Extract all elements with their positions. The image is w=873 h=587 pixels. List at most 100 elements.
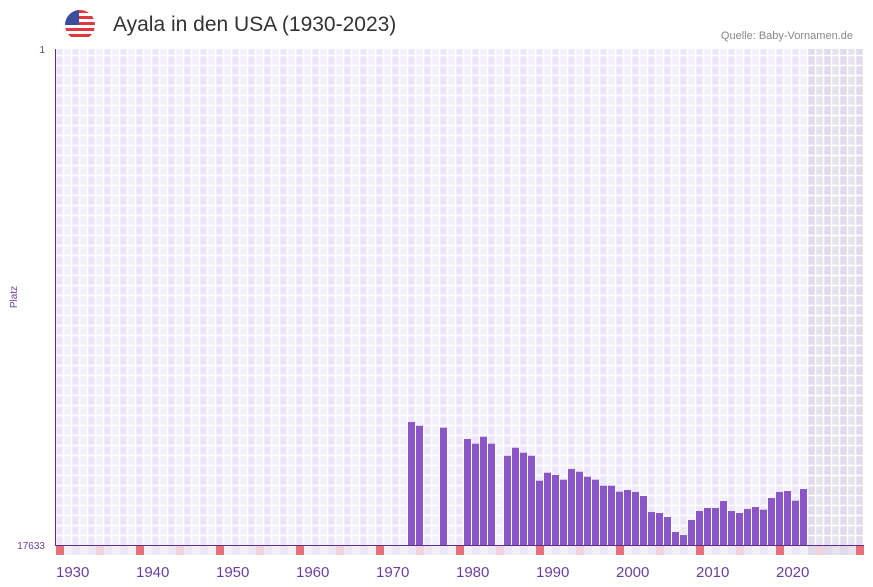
bar-1975	[416, 425, 423, 545]
grid-column	[480, 49, 488, 545]
bar-1992	[552, 475, 559, 545]
year-marker	[424, 545, 432, 555]
year-marker	[384, 545, 392, 555]
bar-2010	[696, 511, 703, 545]
grid-column	[448, 49, 456, 545]
grid-column	[248, 49, 256, 545]
grid-column	[800, 49, 808, 545]
year-marker	[240, 545, 248, 555]
year-marker	[464, 545, 472, 555]
year-marker	[104, 545, 112, 555]
year-marker	[512, 545, 520, 555]
bar-1996	[584, 476, 591, 545]
grid-column	[824, 49, 832, 545]
bar-2006	[664, 517, 671, 545]
year-marker	[256, 545, 264, 555]
bar-2000	[616, 491, 623, 545]
year-marker	[856, 545, 864, 555]
grid-column	[456, 49, 464, 545]
grid-column	[336, 49, 344, 545]
year-marker	[80, 545, 88, 555]
year-marker	[840, 545, 848, 555]
bar-1995	[576, 471, 583, 545]
year-marker	[416, 545, 424, 555]
bar-2017	[752, 507, 759, 545]
x-tick-label: 1980	[456, 564, 489, 581]
year-marker	[320, 545, 328, 555]
bar-1997	[592, 479, 599, 545]
year-marker	[576, 545, 584, 555]
year-marker	[568, 545, 576, 555]
year-marker	[248, 545, 256, 555]
year-marker	[328, 545, 336, 555]
grid-column	[200, 49, 208, 545]
year-marker	[272, 545, 280, 555]
grid-column	[712, 49, 720, 545]
bar-1991	[544, 472, 551, 545]
year-marker	[664, 545, 672, 555]
year-marker	[224, 545, 232, 555]
grid-column	[424, 49, 432, 545]
year-marker	[440, 545, 448, 555]
grid-column	[320, 49, 328, 545]
bar-2023	[800, 489, 807, 545]
year-marker	[368, 545, 376, 555]
grid-column	[416, 49, 424, 545]
year-marker	[296, 545, 304, 555]
grid-column	[808, 49, 816, 545]
bar-2018	[760, 509, 767, 545]
grid-column	[296, 49, 304, 545]
grid-column	[408, 49, 416, 545]
year-marker	[88, 545, 96, 555]
year-marker	[160, 545, 168, 555]
year-marker	[560, 545, 568, 555]
grid-column	[704, 49, 712, 545]
year-marker	[672, 545, 680, 555]
grid-column	[112, 49, 120, 545]
bar-1988	[520, 452, 527, 545]
year-marker	[128, 545, 136, 555]
grid-column	[128, 49, 136, 545]
grid-column	[648, 49, 656, 545]
bar-1984	[488, 443, 495, 545]
year-marker	[816, 545, 824, 555]
x-tick-label: 2000	[616, 564, 649, 581]
grid-column	[640, 49, 648, 545]
grid-column	[136, 49, 144, 545]
bars	[408, 422, 807, 545]
year-marker	[480, 545, 488, 555]
x-tick-label: 1950	[216, 564, 249, 581]
grid-column	[400, 49, 408, 545]
grid-column	[848, 49, 856, 545]
grid-column	[856, 49, 864, 545]
year-marker	[72, 545, 80, 555]
year-marker	[752, 545, 760, 555]
year-marker	[600, 545, 608, 555]
grid-column	[584, 49, 592, 545]
year-marker	[400, 545, 408, 555]
grid-column	[432, 49, 440, 545]
year-marker	[504, 545, 512, 555]
source-label: Quelle: Baby-Vornamen.de	[720, 30, 853, 42]
year-marker	[848, 545, 856, 555]
grid-column	[304, 49, 312, 545]
year-marker	[200, 545, 208, 555]
year-marker	[208, 545, 216, 555]
grid-column	[272, 49, 280, 545]
grid-column	[784, 49, 792, 545]
bar-2013	[720, 501, 727, 545]
grid-column	[168, 49, 176, 545]
grid-column	[504, 49, 512, 545]
grid-column	[160, 49, 168, 545]
x-tick-label: 2010	[696, 564, 729, 581]
grid-column	[736, 49, 744, 545]
grid-column	[768, 49, 776, 545]
year-marker	[152, 545, 160, 555]
bar-2008	[680, 535, 687, 545]
year-marker	[176, 545, 184, 555]
bar-1982	[472, 443, 479, 545]
bar-2005	[656, 513, 663, 545]
year-marker	[632, 545, 640, 555]
grid-column	[440, 49, 448, 545]
grid-column	[224, 49, 232, 545]
